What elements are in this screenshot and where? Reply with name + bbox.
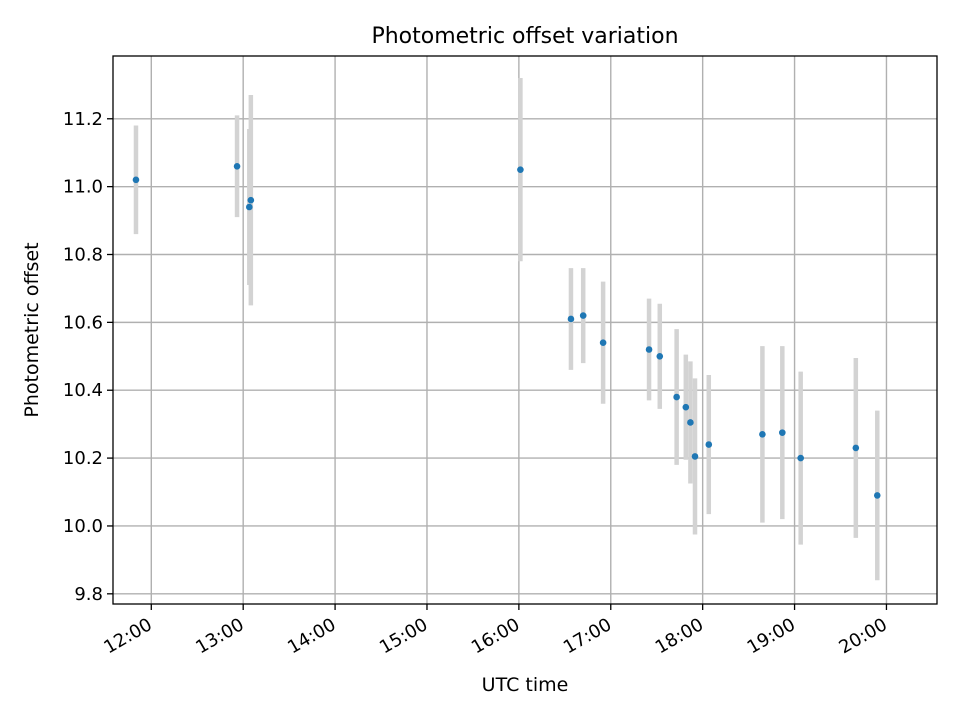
y-axis-label: Photometric offset — [21, 242, 43, 417]
data-point — [687, 419, 694, 426]
data-point — [246, 203, 253, 211]
x-axis-label: UTC time — [482, 674, 569, 696]
data-point — [779, 429, 786, 436]
y-tick-label: 10.4 — [63, 380, 103, 401]
data-point — [579, 312, 587, 319]
data-points — [132, 162, 881, 499]
data-point — [645, 346, 653, 353]
y-tick-label: 10.6 — [63, 312, 103, 333]
data-point — [691, 453, 699, 460]
data-point — [705, 441, 713, 448]
data-point — [247, 196, 255, 204]
data-point — [599, 339, 607, 347]
data-point — [673, 393, 680, 401]
data-point — [656, 352, 664, 360]
data-point — [759, 431, 766, 438]
data-point — [797, 454, 804, 462]
data-point — [567, 315, 575, 323]
data-point — [852, 444, 860, 452]
y-tick-label: 11.0 — [63, 177, 103, 198]
y-tick-label: 10.8 — [63, 245, 103, 266]
y-tick-label: 9.8 — [74, 584, 103, 605]
y-tick-label: 10.0 — [63, 516, 103, 537]
y-tick-label: 11.2 — [63, 109, 103, 130]
data-point — [517, 166, 524, 173]
data-point — [873, 492, 881, 499]
y-axis-ticks: 9.8 10.0 10.2 10.4 10.6 10.8 11.0 11.2 — [63, 109, 113, 605]
plot-frame — [112, 55, 938, 605]
data-point — [132, 176, 140, 184]
y-tick-label: 10.2 — [63, 448, 103, 469]
data-point — [682, 403, 690, 411]
chart-title: Photometric offset variation — [371, 24, 678, 49]
data-point — [233, 162, 241, 170]
